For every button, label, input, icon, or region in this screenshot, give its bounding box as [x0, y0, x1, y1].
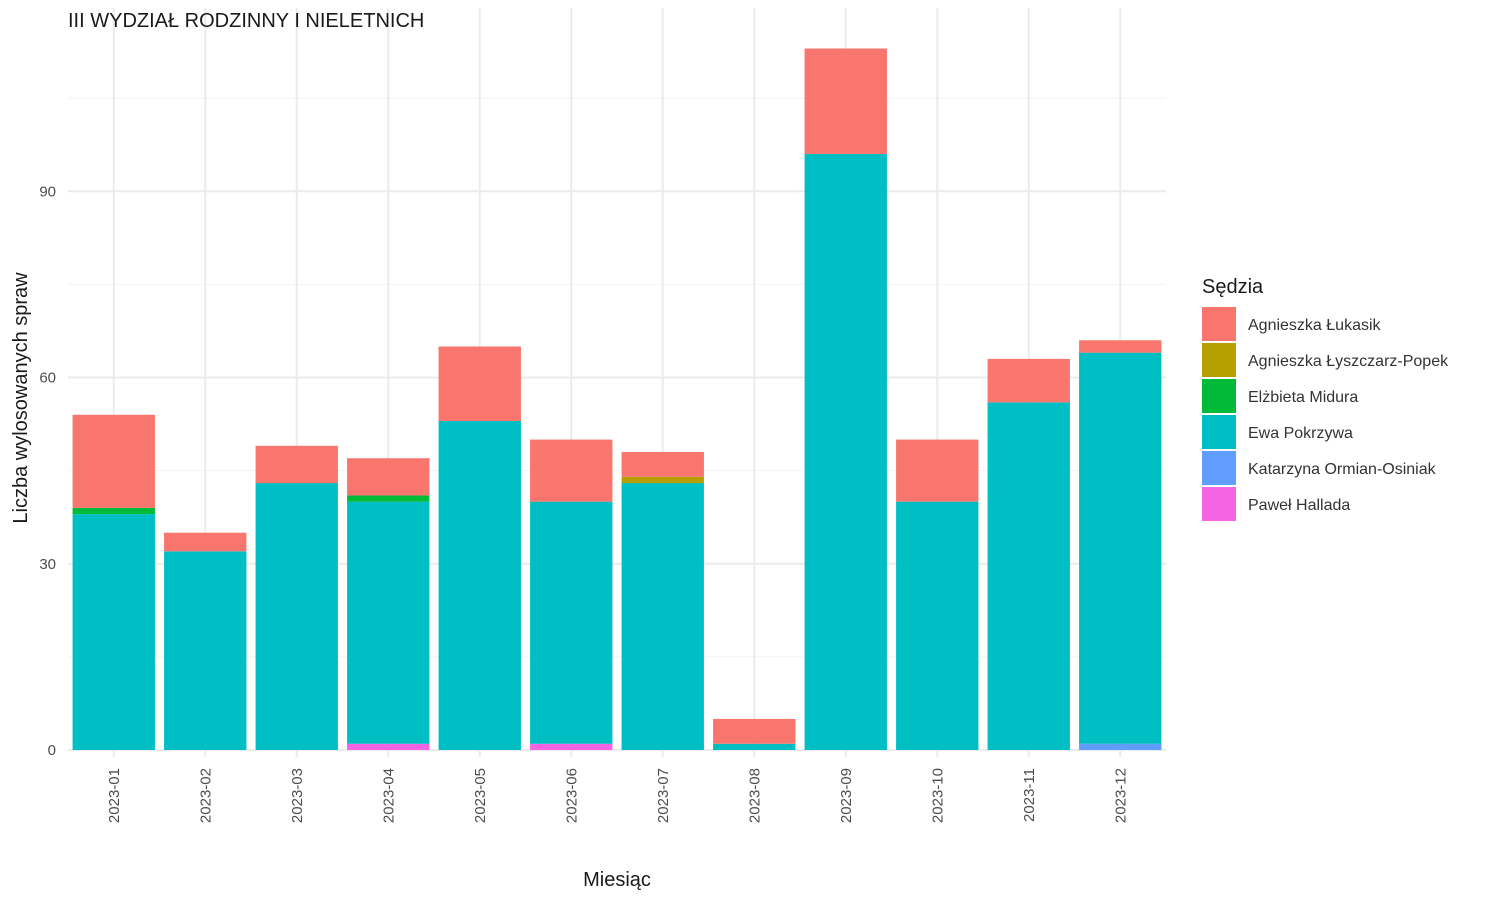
x-tick-label: 2023-06 — [563, 768, 580, 823]
legend-swatch — [1202, 379, 1236, 413]
x-tick-label: 2023-11 — [1021, 768, 1038, 822]
bar-segment-agnieszka-ukasik — [1079, 340, 1162, 353]
bar-segment-agnieszka-ukasik — [347, 458, 430, 496]
bars — [72, 48, 1162, 751]
x-tick-label: 2023-07 — [655, 768, 672, 823]
bar-segment-agnieszka-ukasik — [530, 439, 613, 502]
bar-segment-ewa-pokrzywa — [621, 483, 704, 750]
y-tick-label: 60 — [39, 370, 56, 387]
bar-segment-ewa-pokrzywa — [530, 501, 613, 744]
bar-segment-ewa-pokrzywa — [804, 154, 887, 751]
x-tick-label: 2023-05 — [472, 768, 489, 823]
bar-segment-agnieszka-ukasik — [896, 439, 979, 502]
x-tick-label: 2023-12 — [1112, 768, 1129, 823]
bar-segment-ewa-pokrzywa — [255, 483, 338, 750]
x-axis-ticks: 2023-01 2023-02 2023-03 2023-04 2023-05 2023-… — [106, 768, 1130, 823]
x-tick-label: 2023-08 — [746, 768, 763, 823]
legend-label: Ewa Pokrzywa — [1248, 425, 1353, 442]
bar-segment-ewa-pokrzywa — [1079, 352, 1162, 744]
x-tick-label: 2023-03 — [289, 768, 306, 823]
x-tick-label: 2023-01 — [106, 768, 123, 823]
bar-segment-agnieszka-ukasik — [255, 445, 338, 484]
bar-segment-elz-bieta-midura — [72, 507, 155, 515]
y-tick-label: 0 — [48, 742, 56, 759]
bar-segment-agnieszka-ukasik — [164, 532, 247, 552]
legend-label: Agnieszka Łyszczarz-Popek — [1248, 353, 1449, 370]
y-axis-ticks: 0 30 60 90 — [39, 183, 56, 759]
bar-segment-ewa-pokrzywa — [987, 402, 1070, 750]
legend-label: Paweł Hallada — [1248, 497, 1350, 514]
bar-segment-ewa-pokrzywa — [347, 501, 430, 744]
y-axis-title: Liczba wylosowanych spraw — [10, 272, 32, 524]
bar-segment-agnieszka-ukasik — [72, 414, 155, 508]
bar-segment-agnieszka-ukasik — [987, 358, 1070, 403]
legend-swatch — [1202, 343, 1236, 377]
bar-segment-katarzyna-ormian-osiniak — [1079, 743, 1162, 750]
bar-segment-ewa-pokrzywa — [164, 551, 247, 750]
legend-title: Sędzia — [1202, 276, 1264, 298]
legend-label: Katarzyna Ormian-Osiniak — [1248, 461, 1437, 478]
legend-swatch — [1202, 307, 1236, 341]
bar-segment-ewa-pokrzywa — [713, 743, 796, 750]
bar-segment-pawe-hallada — [347, 743, 430, 750]
legend-swatch — [1202, 487, 1236, 521]
bar-segment-pawe-hallada — [530, 743, 613, 750]
x-tick-label: 2023-04 — [380, 768, 397, 823]
y-tick-label: 30 — [39, 556, 56, 573]
bar-segment-agnieszka-yszczarz-popek — [621, 476, 704, 484]
legend-swatch — [1202, 451, 1236, 485]
bar-segment-agnieszka-ukasik — [438, 346, 521, 421]
bar-segment-ewa-pokrzywa — [896, 501, 979, 750]
bar-segment-ewa-pokrzywa — [438, 420, 521, 750]
x-tick-label: 2023-02 — [197, 768, 214, 823]
bar-segment-agnieszka-ukasik — [804, 48, 887, 155]
x-tick-label: 2023-10 — [929, 768, 946, 823]
legend-label: Agnieszka Łukasik — [1248, 317, 1382, 334]
x-axis-title: Miesiąc — [583, 869, 651, 891]
legend-label: Elżbieta Midura — [1248, 389, 1358, 406]
bar-segment-agnieszka-ukasik — [621, 452, 704, 477]
bar-segment-agnieszka-ukasik — [713, 718, 796, 744]
legend: Sędzia Agnieszka Łukasik Agnieszka Łyszcz… — [1202, 276, 1449, 521]
bar-segment-elz-bieta-midura — [347, 495, 430, 502]
bar-segment-ewa-pokrzywa — [72, 514, 155, 750]
chart-title: III WYDZIAŁ RODZINNY I NIELETNICH — [68, 10, 424, 32]
x-tick-label: 2023-09 — [838, 768, 855, 823]
y-tick-label: 90 — [39, 183, 56, 200]
legend-swatch — [1202, 415, 1236, 449]
